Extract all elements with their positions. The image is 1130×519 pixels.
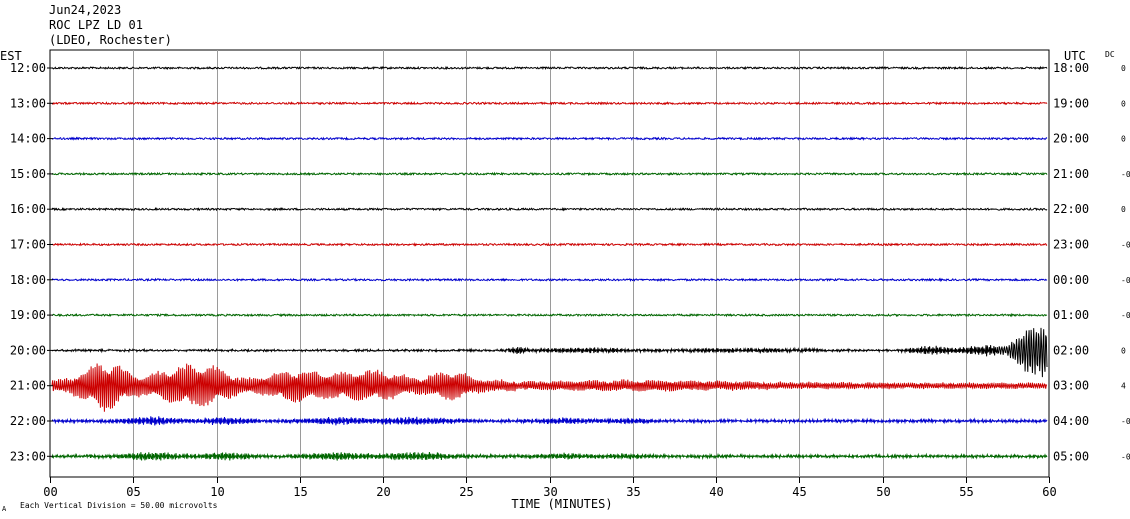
- est-time-label: 21:00: [10, 379, 46, 393]
- est-time-label: 17:00: [10, 238, 46, 252]
- x-tick-label: 20: [376, 485, 390, 499]
- dc-value: -0: [1121, 417, 1130, 426]
- x-tick-label: 40: [709, 485, 723, 499]
- utc-axis-label: UTC: [1064, 49, 1086, 63]
- dc-value: -0: [1121, 452, 1130, 461]
- seismic-trace: [51, 242, 1048, 247]
- corner-mark: A: [2, 505, 7, 513]
- seismic-trace: [51, 327, 1048, 378]
- seismic-trace: [51, 65, 1048, 71]
- utc-time-label: 20:00: [1053, 132, 1089, 146]
- est-axis-label: EST: [0, 49, 22, 63]
- dc-label: DC: [1105, 50, 1115, 59]
- x-tick-label: 05: [126, 485, 140, 499]
- est-time-label: 23:00: [10, 449, 46, 463]
- scale-note: Each Vertical Division = 50.00 microvolt…: [20, 501, 218, 510]
- dc-value: 0: [1121, 64, 1126, 73]
- dc-value: -0: [1121, 276, 1130, 285]
- est-time-label: 13:00: [10, 96, 46, 110]
- seismic-trace: [51, 207, 1048, 212]
- utc-time-label: 03:00: [1053, 379, 1089, 393]
- utc-time-label: 21:00: [1053, 167, 1089, 181]
- dc-value: -0: [1121, 170, 1130, 179]
- seismic-trace: [51, 416, 1048, 426]
- utc-time-label: 18:00: [1053, 61, 1089, 75]
- x-tick-label: 60: [1042, 485, 1056, 499]
- utc-time-label: 22:00: [1053, 202, 1089, 216]
- x-tick-label: 15: [293, 485, 307, 499]
- utc-time-label: 04:00: [1053, 414, 1089, 428]
- seismic-trace: [51, 136, 1048, 141]
- seismic-trace: [51, 452, 1048, 461]
- x-tick-label: 50: [876, 485, 890, 499]
- dc-value: 0: [1121, 99, 1126, 108]
- x-tick-label: 30: [543, 485, 557, 499]
- est-time-label: 16:00: [10, 202, 46, 216]
- x-tick-label: 10: [210, 485, 224, 499]
- dc-value: -0: [1121, 241, 1130, 250]
- x-tick-label: 35: [626, 485, 640, 499]
- est-time-label: 22:00: [10, 414, 46, 428]
- x-tick-label: 55: [959, 485, 973, 499]
- seismic-trace: [51, 277, 1048, 283]
- est-time-label: 15:00: [10, 167, 46, 181]
- x-tick-label: 45: [792, 485, 806, 499]
- header-network: (LDEO, Rochester): [49, 33, 172, 47]
- x-tick-label: 00: [43, 485, 57, 499]
- header-date: Jun24,2023: [49, 3, 122, 17]
- seismic-trace: [51, 363, 1047, 412]
- utc-time-label: 23:00: [1053, 238, 1089, 252]
- dc-value: -0: [1121, 311, 1130, 320]
- utc-time-label: 00:00: [1053, 273, 1089, 287]
- header-station: ROC LPZ LD 01: [49, 18, 143, 32]
- utc-time-label: 02:00: [1053, 343, 1089, 357]
- utc-time-label: 19:00: [1053, 96, 1089, 110]
- est-time-label: 20:00: [10, 343, 46, 357]
- dc-value: 0: [1121, 135, 1126, 144]
- est-time-label: 19:00: [10, 308, 46, 322]
- est-time-label: 12:00: [10, 61, 46, 75]
- x-tick-label: 25: [459, 485, 473, 499]
- utc-time-label: 01:00: [1053, 308, 1089, 322]
- utc-time-label: 05:00: [1053, 449, 1089, 463]
- x-axis-title: TIME (MINUTES): [511, 497, 612, 511]
- seismic-trace: [51, 171, 1048, 177]
- dc-value: 0: [1121, 346, 1126, 355]
- dc-value: 0: [1121, 205, 1126, 214]
- est-time-label: 14:00: [10, 132, 46, 146]
- dc-value: 4: [1121, 382, 1126, 391]
- seismic-trace: [52, 312, 1048, 318]
- plot-frame: [49, 49, 1050, 478]
- seismic-trace: [51, 101, 1048, 106]
- est-time-label: 18:00: [10, 273, 46, 287]
